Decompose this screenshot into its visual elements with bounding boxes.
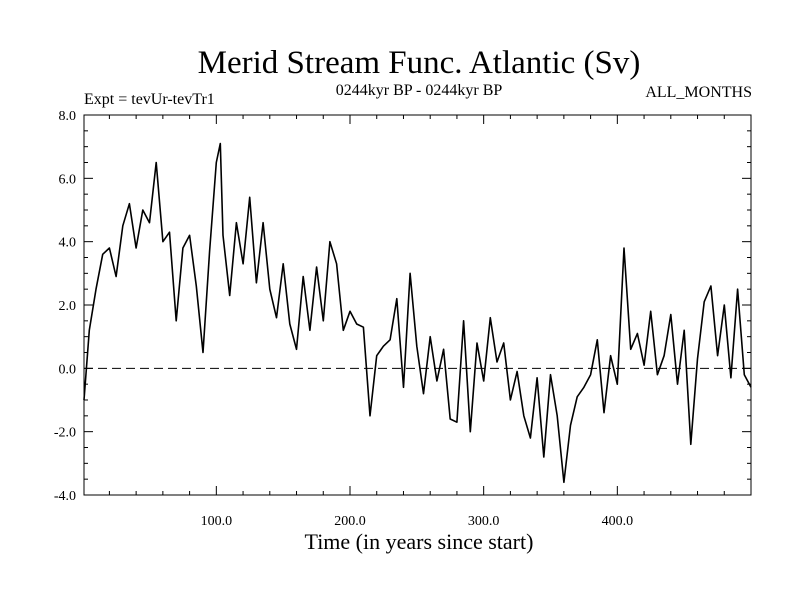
months-label: ALL_MONTHS <box>645 84 752 101</box>
y-axis: -4.0 -2.0 0.0 2.0 4.0 6.0 8.0 <box>54 109 751 504</box>
y-tick-label: -2.0 <box>54 426 76 441</box>
experiment-label: Expt = tevUr-tevTr1 <box>84 91 215 108</box>
plot-frame <box>83 114 752 496</box>
x-tick-label: 100.0 <box>201 514 233 529</box>
plot-area: 100.0 200.0 300.0 400.0 -4.0 -2.0 0.0 2.0 4.0 6.… <box>54 109 752 529</box>
y-tick-label: -4.0 <box>54 489 76 504</box>
y-tick-label: 6.0 <box>59 172 77 187</box>
x-axis: 100.0 200.0 300.0 400.0 <box>108 115 725 529</box>
chart-title: Merid Stream Func. Atlantic (Sv) <box>198 45 641 81</box>
x-tick-label: 400.0 <box>602 514 634 529</box>
x-tick-label: 200.0 <box>334 514 366 529</box>
period-label: 0244kyr BP - 0244kyr BP <box>336 82 503 99</box>
series-line-amoc <box>83 142 752 484</box>
y-tick-label: 8.0 <box>59 109 77 124</box>
x-axis-label: Time (in years since start) <box>305 529 534 554</box>
x-tick-label: 300.0 <box>468 514 500 529</box>
y-tick-label: 4.0 <box>59 236 77 251</box>
y-tick-label: 2.0 <box>59 299 77 314</box>
y-tick-label: 0.0 <box>59 362 77 377</box>
